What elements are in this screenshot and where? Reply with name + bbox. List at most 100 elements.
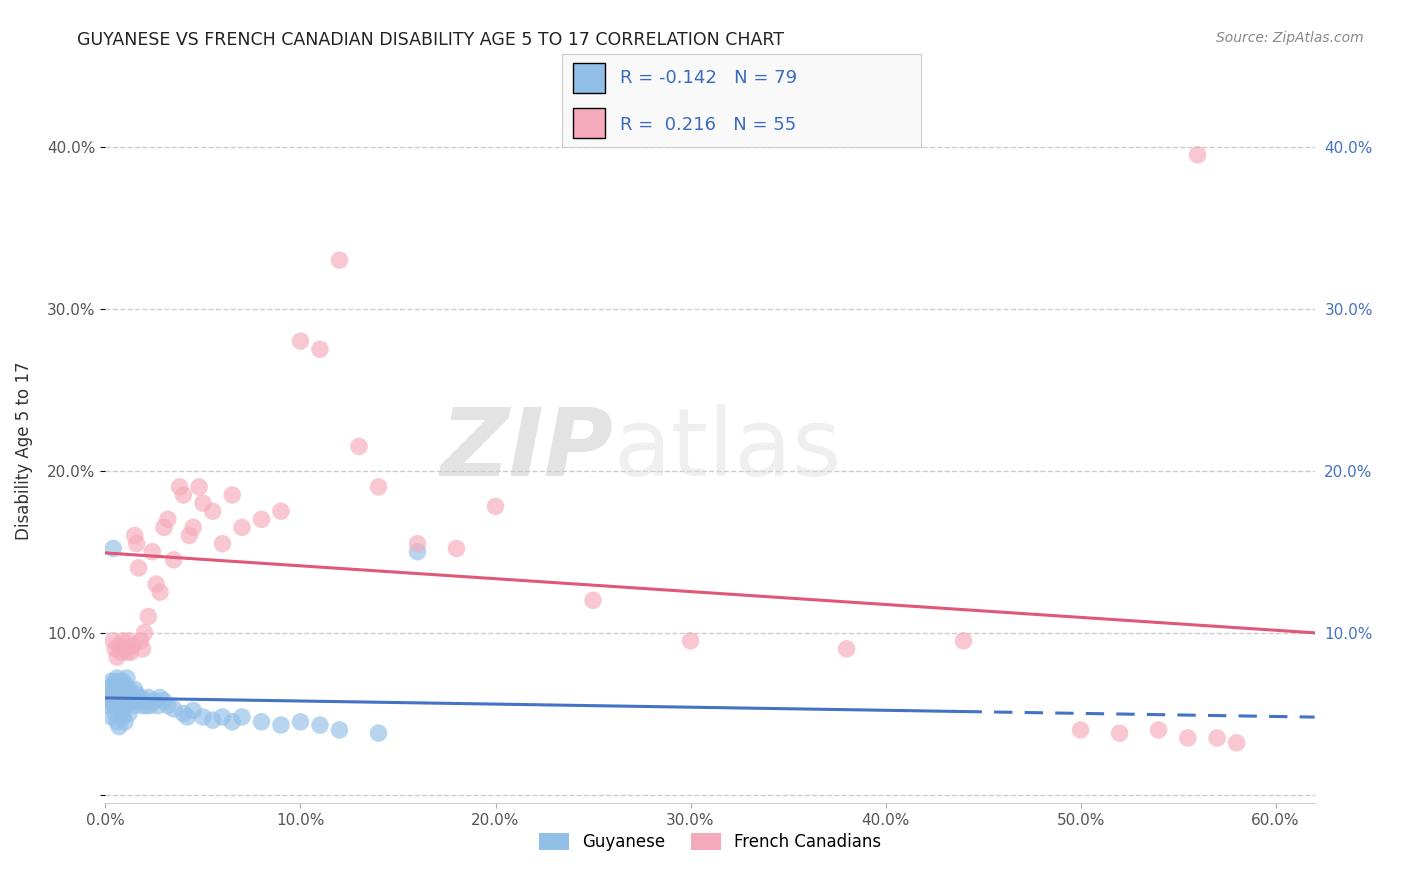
Point — [110, 645, 132, 659]
Point — [125, 690, 148, 705]
Point — [290, 334, 312, 348]
Point — [120, 694, 142, 708]
Point — [347, 439, 370, 453]
Point — [110, 690, 132, 705]
Point — [328, 723, 350, 737]
Point — [134, 694, 156, 708]
Point — [367, 726, 389, 740]
Point — [105, 671, 128, 685]
Point — [118, 690, 141, 705]
Point — [115, 698, 138, 713]
Point — [191, 496, 214, 510]
Point — [149, 690, 172, 705]
Point — [290, 714, 312, 729]
Point — [446, 541, 468, 556]
Point — [110, 697, 132, 711]
Point — [1187, 148, 1209, 162]
Point — [231, 710, 253, 724]
Point — [188, 480, 211, 494]
Point — [141, 545, 163, 559]
Point — [952, 633, 974, 648]
Point — [138, 609, 160, 624]
Point — [120, 645, 142, 659]
Point — [129, 633, 152, 648]
Point — [111, 694, 134, 708]
Point — [111, 674, 134, 689]
Point — [1177, 731, 1199, 745]
Point — [103, 686, 125, 700]
Point — [105, 698, 128, 713]
Point — [100, 710, 122, 724]
Point — [309, 718, 332, 732]
Text: Source: ZipAtlas.com: Source: ZipAtlas.com — [1216, 31, 1364, 45]
Point — [124, 528, 146, 542]
Point — [128, 561, 150, 575]
Point — [100, 674, 122, 689]
Point — [835, 641, 858, 656]
Point — [128, 694, 150, 708]
Point — [1226, 736, 1249, 750]
Point — [176, 710, 198, 724]
Point — [146, 698, 169, 713]
Point — [121, 639, 143, 653]
Point — [111, 710, 134, 724]
Point — [131, 641, 153, 656]
Point — [328, 253, 350, 268]
Point — [121, 690, 143, 705]
Point — [110, 706, 132, 721]
Point — [125, 687, 148, 701]
Point — [135, 698, 157, 713]
Point — [309, 342, 332, 356]
Point — [134, 625, 156, 640]
Point — [153, 520, 176, 534]
Point — [484, 500, 506, 514]
Point — [114, 714, 136, 729]
Text: atlas: atlas — [613, 404, 842, 497]
Point — [115, 645, 138, 659]
Point — [100, 682, 122, 697]
Point — [149, 585, 172, 599]
Text: R =  0.216   N = 55: R = 0.216 N = 55 — [620, 116, 796, 134]
Point — [98, 690, 121, 705]
Point — [124, 698, 146, 713]
Point — [406, 545, 429, 559]
Point — [105, 677, 128, 691]
Point — [108, 674, 131, 689]
Legend: Guyanese, French Canadians: Guyanese, French Canadians — [533, 826, 887, 858]
Point — [406, 536, 429, 550]
Point — [221, 714, 243, 729]
Point — [104, 682, 127, 697]
Point — [191, 710, 214, 724]
Point — [114, 690, 136, 705]
Point — [679, 633, 702, 648]
Text: ZIP: ZIP — [440, 404, 613, 497]
Point — [143, 694, 166, 708]
Point — [172, 488, 194, 502]
FancyBboxPatch shape — [574, 108, 606, 138]
Point — [100, 694, 122, 708]
Point — [367, 480, 389, 494]
Point — [270, 718, 292, 732]
Point — [114, 677, 136, 691]
Point — [163, 553, 186, 567]
Point — [108, 694, 131, 708]
Point — [181, 703, 204, 717]
Point — [103, 690, 125, 705]
Point — [125, 536, 148, 550]
Point — [105, 650, 128, 665]
Text: GUYANESE VS FRENCH CANADIAN DISABILITY AGE 5 TO 17 CORRELATION CHART: GUYANESE VS FRENCH CANADIAN DISABILITY A… — [77, 31, 785, 49]
Point — [111, 687, 134, 701]
Point — [118, 706, 141, 721]
Y-axis label: Disability Age 5 to 17: Disability Age 5 to 17 — [15, 361, 34, 540]
Point — [103, 541, 125, 556]
Point — [103, 633, 125, 648]
Point — [108, 687, 131, 701]
Point — [118, 633, 141, 648]
Point — [156, 512, 179, 526]
Point — [131, 698, 153, 713]
Point — [105, 714, 128, 729]
Point — [103, 677, 125, 691]
Point — [1070, 723, 1092, 737]
Point — [114, 682, 136, 697]
Text: R = -0.142   N = 79: R = -0.142 N = 79 — [620, 69, 797, 87]
